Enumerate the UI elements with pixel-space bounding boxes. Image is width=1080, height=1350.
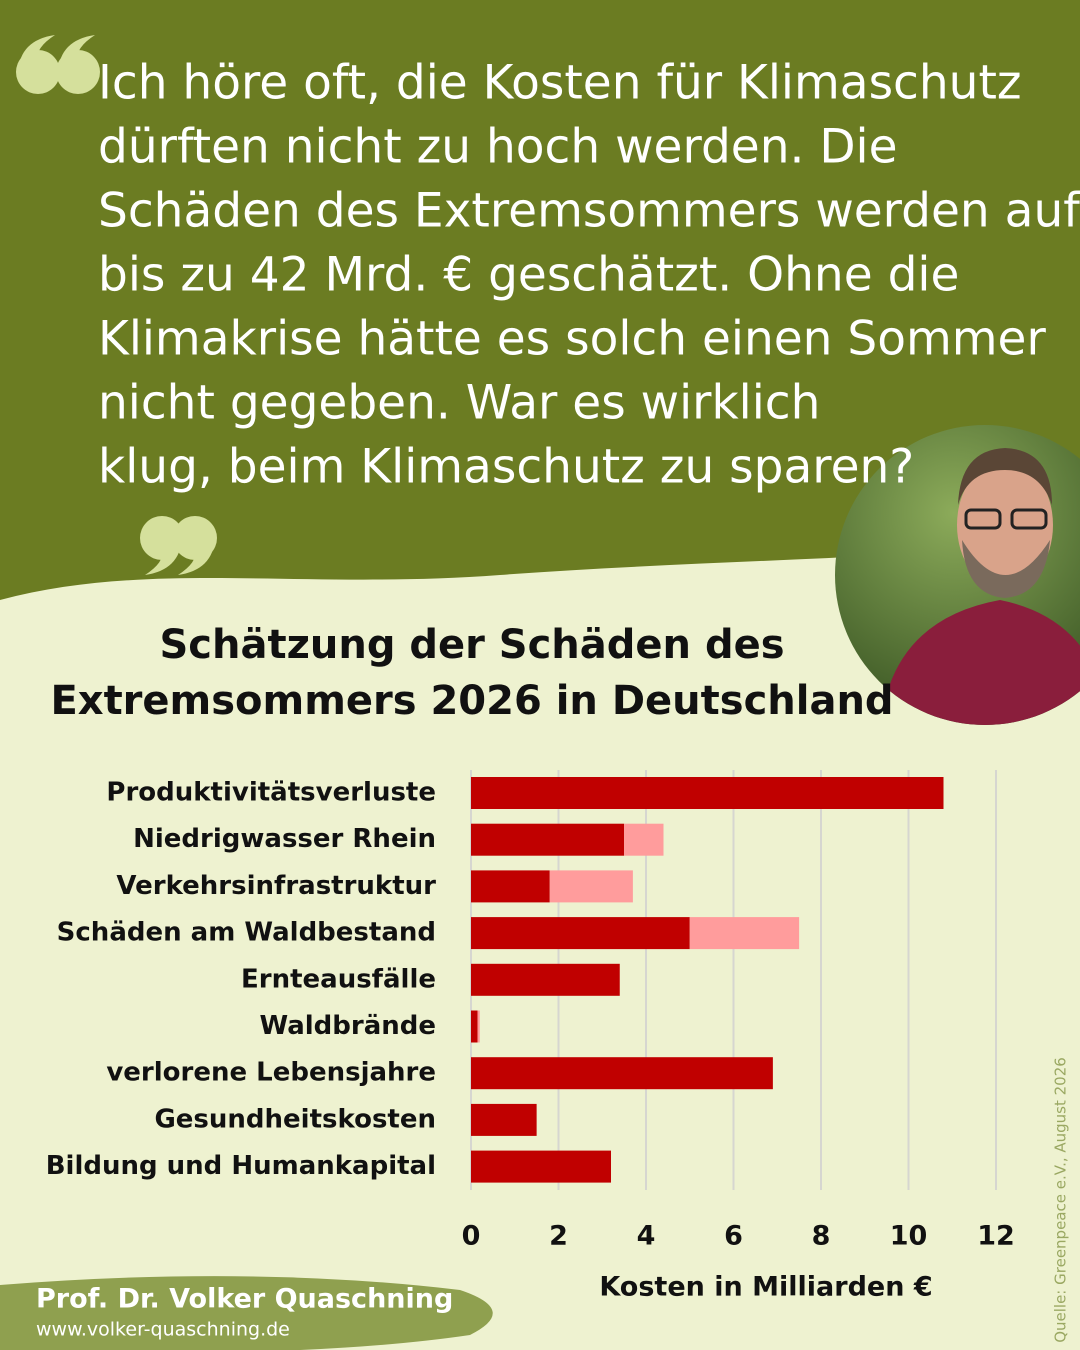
bar-segment [549, 870, 633, 903]
category-label: Schäden am Waldbestand [57, 918, 436, 948]
x-tick-label: 0 [462, 1221, 481, 1252]
bar-segment [477, 1010, 480, 1043]
quote-line: nicht gegeben. War es wirklich [98, 376, 820, 431]
quote-line: Schäden des Extremsommers werden auf [98, 184, 1080, 239]
category-label: verlorene Lebensjahre [106, 1058, 436, 1088]
x-tick-label: 10 [890, 1221, 928, 1252]
bar-segment [471, 1150, 611, 1183]
quote-line: Ich höre oft, die Kosten für Klimaschutz [98, 56, 1022, 111]
bar-segment [471, 777, 944, 809]
x-tick-label: 8 [812, 1221, 831, 1252]
bar-segment [471, 963, 620, 996]
x-tick-label: 12 [977, 1221, 1015, 1252]
quote-line: bis zu 42 Mrd. € geschätzt. Ohne die [98, 248, 959, 303]
x-tick-label: 4 [637, 1221, 656, 1252]
x-axis-label: Kosten in Milliarden € [599, 1272, 932, 1303]
bar-segment [624, 823, 664, 856]
portrait [835, 425, 1080, 725]
category-label: Bildung und Humankapital [46, 1151, 436, 1181]
bar-segment [471, 1010, 478, 1043]
quote-panel [0, 0, 1080, 600]
x-tick-label: 2 [549, 1221, 568, 1252]
website: www.volker-quaschning.de [36, 1319, 290, 1341]
category-label: Verkehrsinfrastruktur [116, 871, 436, 901]
category-label: Gesundheitskosten [154, 1104, 436, 1134]
quote-line: klug, beim Klimaschutz zu sparen? [98, 440, 914, 495]
author: Prof. Dr. Volker Quaschning [36, 1284, 453, 1315]
source: Quelle: Greenpeace e.V., August 2026 [1052, 1057, 1070, 1343]
category-label: Produktivitätsverluste [106, 778, 436, 808]
bar-segment [689, 917, 800, 950]
bar-segment [471, 917, 690, 950]
author-panel [0, 1276, 493, 1350]
x-tick-label: 6 [724, 1221, 743, 1252]
close-quote [140, 516, 217, 575]
bar-segment [471, 1103, 537, 1136]
quote-line: dürften nicht zu hoch werden. Die [98, 120, 898, 175]
category-label: Ernteausfälle [241, 964, 436, 994]
category-label: Waldbrände [259, 1011, 436, 1041]
bar-segment [471, 870, 550, 903]
bar-segment [471, 823, 625, 856]
category-label: Niedrigwasser Rhein [133, 824, 436, 854]
chart-title: Extremsommers 2026 in Deutschland [50, 678, 893, 724]
open-quote [16, 35, 100, 94]
chart-title: Schätzung der Schäden des [159, 622, 784, 668]
quote-line: Klimakrise hätte es solch einen Sommer [98, 312, 1046, 367]
bar-segment [471, 1057, 773, 1090]
